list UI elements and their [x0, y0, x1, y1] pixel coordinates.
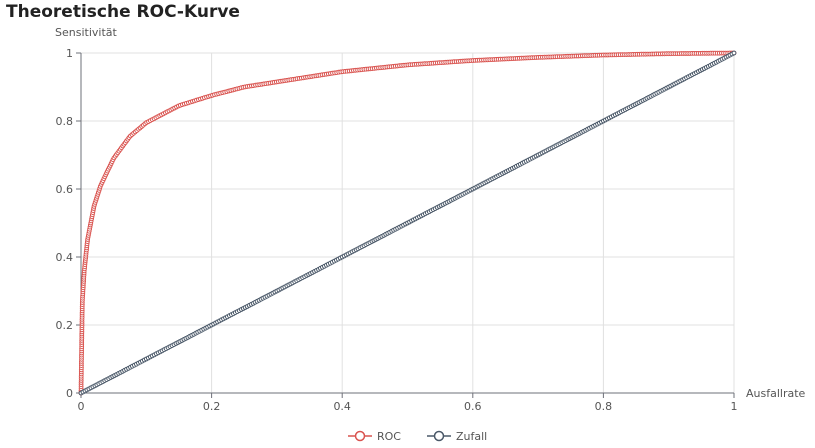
x-tick-label: 0.4: [333, 400, 351, 413]
y-tick-label: 0: [66, 387, 73, 400]
legend-label-roc[interactable]: ROC: [377, 430, 401, 443]
legend-marker-roc[interactable]: [354, 430, 366, 442]
y-axis-title: Sensitivität: [55, 26, 117, 39]
y-tick-label: 0.8: [56, 115, 74, 128]
y-tick-label: 0.4: [56, 251, 74, 264]
x-axis-title: Ausfallrate: [746, 387, 806, 400]
x-tick-label: 0.8: [595, 400, 613, 413]
x-tick-label: 1: [731, 400, 738, 413]
y-tick-label: 1: [66, 47, 73, 60]
legend-marker-zufall[interactable]: [433, 430, 445, 442]
x-tick-label: 0: [78, 400, 85, 413]
data-point-zufall: [731, 50, 737, 56]
chart-title: Theoretische ROC-Kurve: [6, 2, 240, 22]
legend-label-zufall[interactable]: Zufall: [456, 430, 487, 443]
y-tick-label: 0.6: [56, 183, 74, 196]
x-tick-label: 0.2: [203, 400, 221, 413]
y-tick-label: 0.2: [56, 319, 74, 332]
x-tick-label: 0.6: [464, 400, 482, 413]
